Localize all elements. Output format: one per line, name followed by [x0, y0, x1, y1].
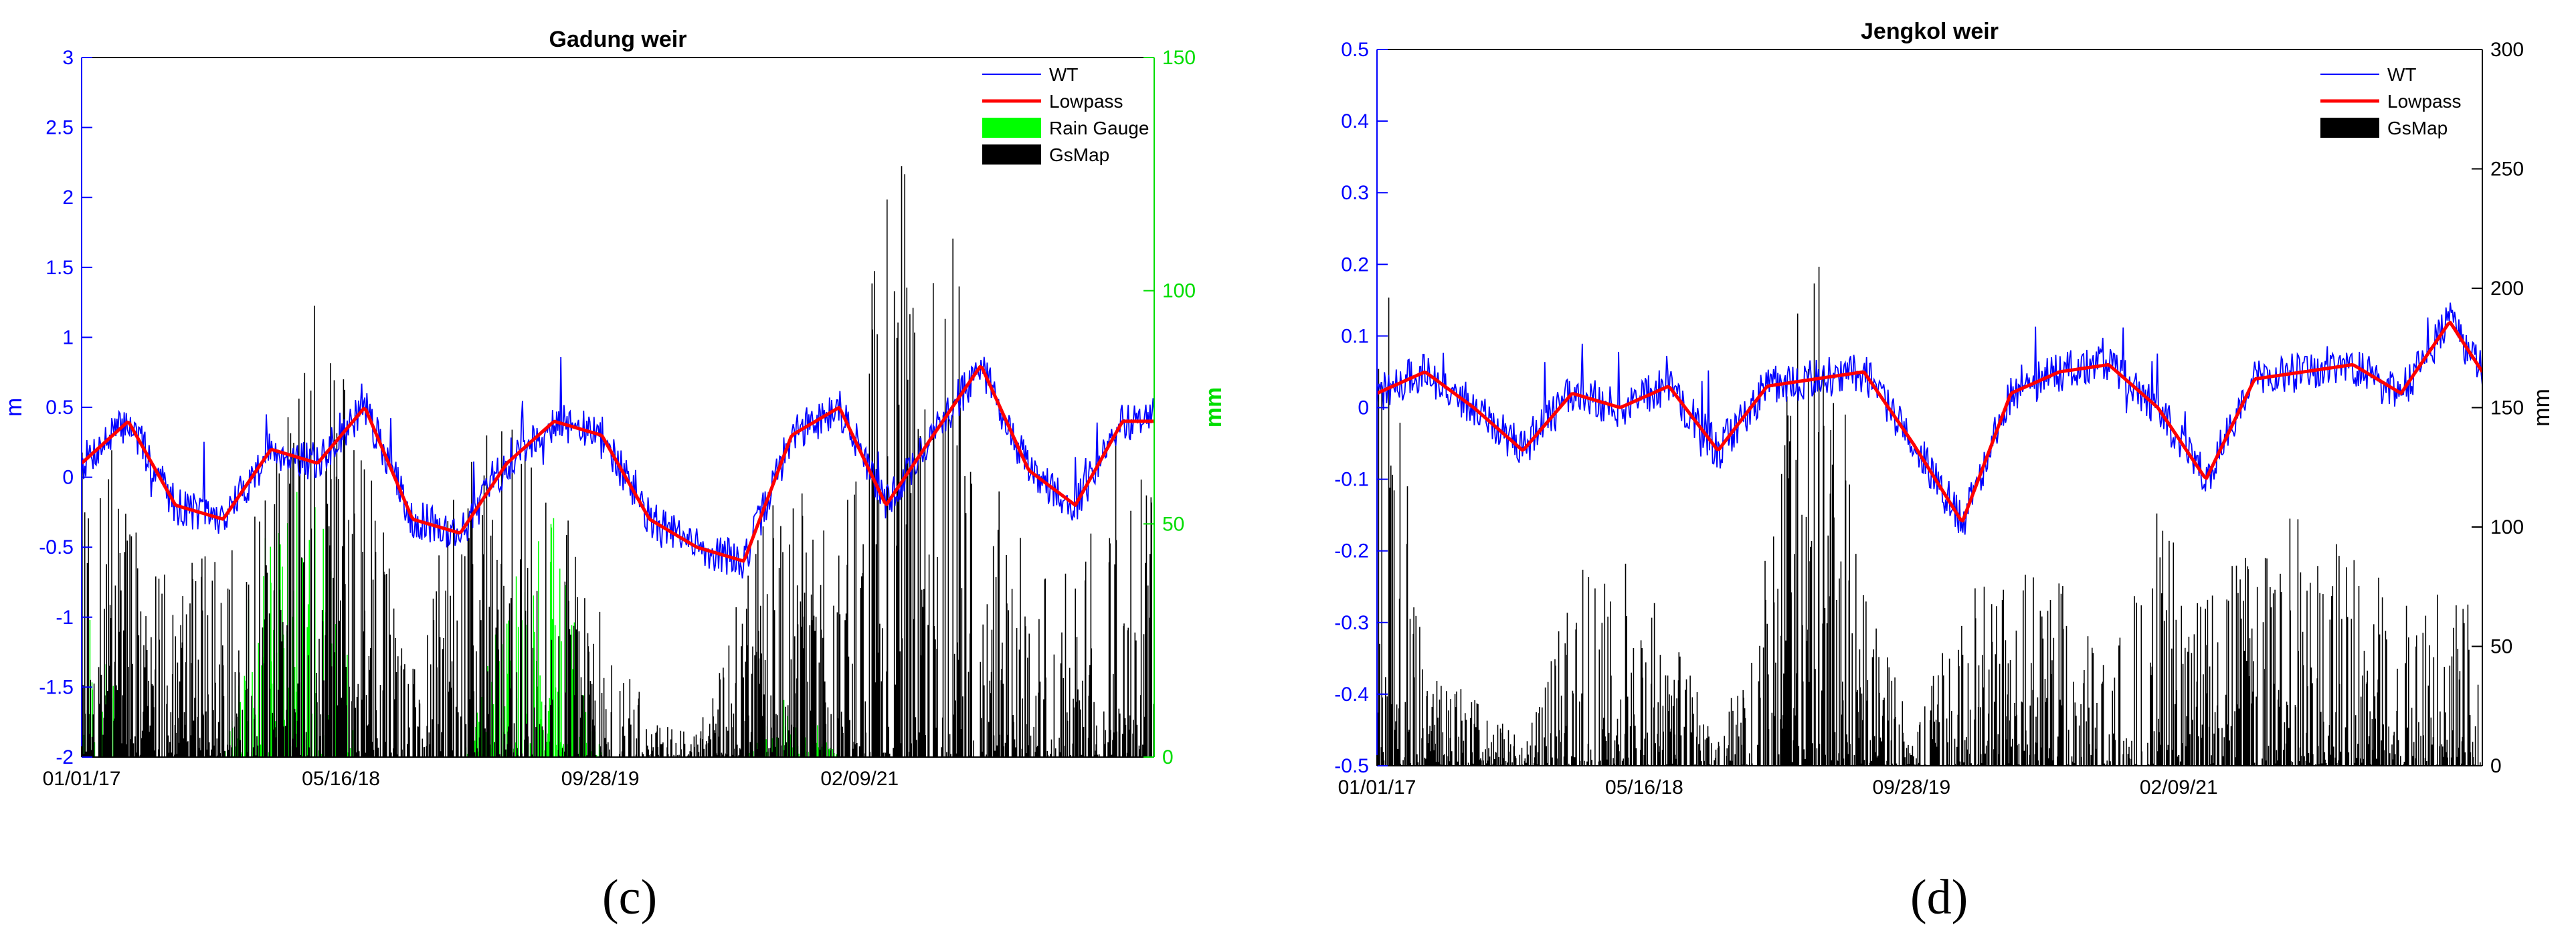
- y-tick-label-left: -0.5: [1334, 755, 1369, 777]
- series-wt-line: [82, 356, 1154, 579]
- y-tick-label-left: 0: [62, 467, 74, 489]
- y-tick-label-left: 0.3: [1341, 182, 1369, 204]
- y-tick-label-left: 2.5: [45, 117, 74, 139]
- legend: WT Lowpass Rain Gauge GsMap: [982, 64, 1149, 165]
- y-tick-label-left: -0.1: [1334, 469, 1369, 491]
- chart-title: Gadung weir: [549, 27, 687, 52]
- legend-swatch-patch: [982, 144, 1041, 165]
- y-axis-label-left: m: [1, 398, 27, 417]
- y-tick-label-right: 300: [2490, 39, 2524, 61]
- plot-background: [82, 58, 1154, 757]
- legend-label: GsMap: [2387, 118, 2448, 138]
- x-tick-label: 02/09/21: [2140, 776, 2218, 799]
- series-wt-line: [1377, 302, 2482, 535]
- chart-panel-c: -2 -1.5 -1 -0.5 0 0.5 1 1.5 2 2.5 3 0 50 100 150 01/01/…: [1, 27, 1226, 790]
- legend-label: Lowpass: [2387, 91, 2462, 112]
- y-tick-label-left: 0.5: [1341, 39, 1369, 61]
- legend-label: GsMap: [1049, 144, 1109, 165]
- y-tick-label-left: 0.2: [1341, 253, 1369, 276]
- y-tick-label-left: 3: [62, 47, 74, 69]
- y-tick-label-right: 0: [1162, 746, 1174, 768]
- legend-swatch-patch: [2320, 118, 2379, 138]
- y-tick-label-right: 0: [2490, 755, 2502, 777]
- y-tick-label-left: 0.4: [1341, 110, 1369, 132]
- y-tick-label-left: 0: [1358, 397, 1369, 419]
- legend-swatch-patch: [982, 118, 1041, 138]
- series-lowpass-line: [82, 365, 1154, 563]
- x-tick-label: 09/28/19: [1872, 776, 1950, 799]
- x-tick-label: 01/01/17: [1338, 776, 1416, 799]
- y-axis-label-right: mm: [1201, 387, 1226, 427]
- y-tick-label-right: 100: [1162, 280, 1196, 302]
- y-tick-label-left: -0.3: [1334, 612, 1369, 634]
- y-tick-label-right: 150: [2490, 397, 2524, 419]
- y-tick-label-left: -0.4: [1334, 684, 1369, 706]
- plot-background: [1377, 49, 2482, 766]
- y-tick-label-right: 200: [2490, 278, 2524, 300]
- y-tick-label-left: -0.2: [1334, 540, 1369, 562]
- legend-label: Rain Gauge: [1049, 118, 1149, 138]
- chart-title: Jengkol weir: [1861, 19, 1999, 44]
- y-axis-label-right: mm: [2529, 389, 2555, 427]
- plot-area: [82, 166, 1154, 757]
- x-tick-label: 05/16/18: [1605, 776, 1683, 799]
- x-tick-label: 01/01/17: [43, 768, 121, 790]
- x-tick-label: 05/16/18: [302, 768, 380, 790]
- plot-area: [1377, 266, 2482, 766]
- x-tick-label: 02/09/21: [820, 768, 899, 790]
- y-tick-label-right: 150: [1162, 47, 1196, 69]
- y-tick-label-left: -0.5: [39, 536, 74, 558]
- y-tick-label-right: 50: [2490, 636, 2512, 658]
- y-tick-label-left: -1.5: [39, 676, 74, 698]
- panel-d-caption: (d): [1910, 870, 1968, 925]
- y-tick-label-right: 100: [2490, 516, 2524, 538]
- legend: WT Lowpass GsMap: [2320, 64, 2462, 138]
- series-lowpass-line: [1377, 320, 2482, 523]
- panel-c-caption: (c): [602, 870, 658, 925]
- legend-label: WT: [1049, 64, 1079, 85]
- legend-label: Lowpass: [1049, 91, 1123, 112]
- y-tick-label-left: 0.5: [45, 397, 74, 419]
- y-tick-label-left: -1: [56, 607, 74, 629]
- chart-panel-d: -0.5 -0.4 -0.3 -0.2 -0.1 0 0.1 0.2 0.3 0.4 0.5 0 50 1…: [1334, 19, 2555, 799]
- y-tick-label-left: 2: [62, 187, 74, 209]
- y-tick-label-left: 1: [62, 326, 74, 348]
- y-tick-label-left: -2: [56, 746, 74, 768]
- y-tick-label-left: 1.5: [45, 257, 74, 279]
- y-tick-label-right: 50: [1162, 513, 1184, 535]
- y-tick-label-right: 250: [2490, 159, 2524, 181]
- x-tick-label: 09/28/19: [561, 768, 640, 790]
- legend-label: WT: [2387, 64, 2417, 85]
- y-tick-label-left: 0.1: [1341, 325, 1369, 347]
